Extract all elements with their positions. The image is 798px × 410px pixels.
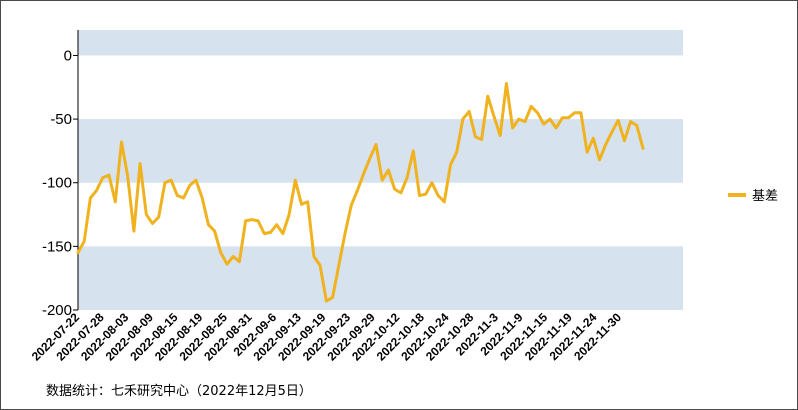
plot-band-2 <box>78 246 683 310</box>
y-tick-label-4: -200 <box>42 302 72 319</box>
y-tick-label-3: -150 <box>42 238 72 255</box>
y-tick-label-1: -50 <box>50 111 72 128</box>
legend-label: 基差 <box>752 189 778 204</box>
y-axis: 0 -50 -100 -150 -200 <box>42 30 79 319</box>
y-tick-label-0: 0 <box>64 47 72 64</box>
legend: 基差 <box>728 189 778 204</box>
source-note: 数据统计：七禾研究中心（2022年12月5日） <box>46 384 312 399</box>
y-tick-label-2: -100 <box>42 175 72 192</box>
x-axis: 2022-07-222022-07-282022-08-032022-08-09… <box>29 310 625 364</box>
plot-bands <box>78 30 683 310</box>
series-layer <box>76 82 645 303</box>
plot-band-0 <box>78 30 683 56</box>
series-line-basis <box>76 82 645 303</box>
